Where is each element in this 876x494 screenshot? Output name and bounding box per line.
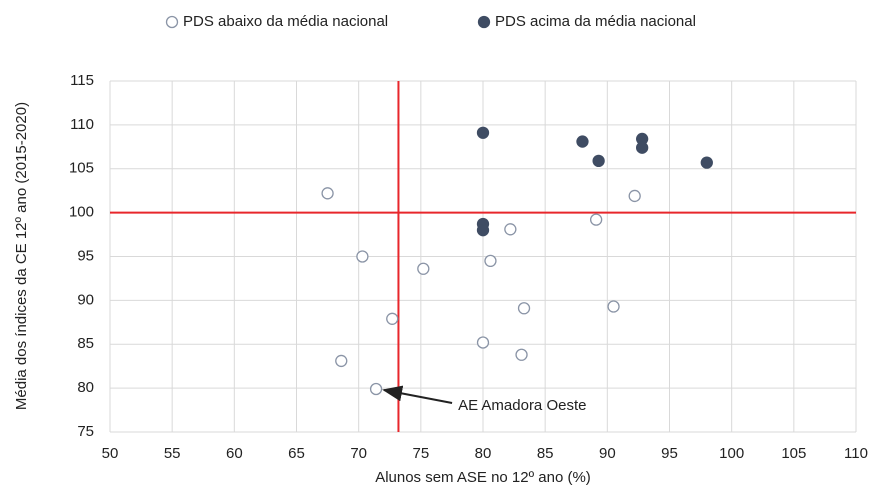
y-tick-label: 115 bbox=[70, 72, 94, 89]
x-tick-label: 75 bbox=[412, 445, 429, 462]
point bbox=[476, 126, 490, 139]
legend-marker bbox=[165, 15, 179, 29]
annotation: AE Amadora Oeste bbox=[458, 397, 586, 414]
point bbox=[592, 154, 605, 168]
point bbox=[515, 348, 528, 361]
y-tick-label: 80 bbox=[77, 379, 94, 396]
x-tick-label: 65 bbox=[288, 445, 305, 462]
x-tick-label: 50 bbox=[102, 445, 119, 462]
point bbox=[700, 156, 713, 169]
x-tick-label: 80 bbox=[475, 445, 492, 462]
x-tick-label: 85 bbox=[537, 445, 554, 462]
point bbox=[476, 224, 490, 237]
point bbox=[517, 302, 531, 315]
y-tick-label: 75 bbox=[77, 423, 94, 440]
y-tick-label: 100 bbox=[69, 204, 94, 221]
annotation-arrow bbox=[382, 385, 453, 404]
point bbox=[576, 135, 589, 148]
point bbox=[589, 213, 603, 226]
x-tick-label: 105 bbox=[781, 445, 806, 462]
y-tick-label: 95 bbox=[77, 247, 94, 264]
x-tick-label: 90 bbox=[599, 445, 616, 462]
x-tick-label: 95 bbox=[661, 445, 678, 462]
legend-marker bbox=[477, 15, 491, 29]
x-axis-label: Alunos sem ASE no 12º ano (%) bbox=[375, 469, 591, 486]
x-tick-label: 55 bbox=[164, 445, 181, 462]
legend-label: PDS acima da média nacional bbox=[495, 13, 696, 30]
point bbox=[321, 187, 334, 200]
point bbox=[635, 141, 649, 154]
y-tick-label: 110 bbox=[70, 116, 94, 133]
point bbox=[628, 189, 641, 203]
x-tick-label: 60 bbox=[226, 445, 243, 462]
point bbox=[335, 354, 348, 368]
y-tick-label: 90 bbox=[77, 291, 94, 308]
point bbox=[607, 300, 620, 313]
x-tick-label: 100 bbox=[719, 445, 744, 462]
y-tick-label: 105 bbox=[69, 160, 94, 177]
x-tick-label: 70 bbox=[350, 445, 367, 462]
point bbox=[369, 382, 383, 396]
y-axis-label: Média dos índices da CE 12º ano (2015-20… bbox=[13, 102, 30, 410]
point bbox=[484, 254, 497, 268]
point bbox=[356, 250, 369, 263]
x-tick-label: 110 bbox=[844, 445, 868, 462]
point bbox=[386, 312, 399, 325]
point bbox=[476, 336, 490, 349]
point bbox=[504, 223, 517, 236]
legend-label: PDS abaixo da média nacional bbox=[183, 13, 388, 30]
y-tick-label: 85 bbox=[77, 335, 94, 352]
point bbox=[417, 262, 430, 275]
